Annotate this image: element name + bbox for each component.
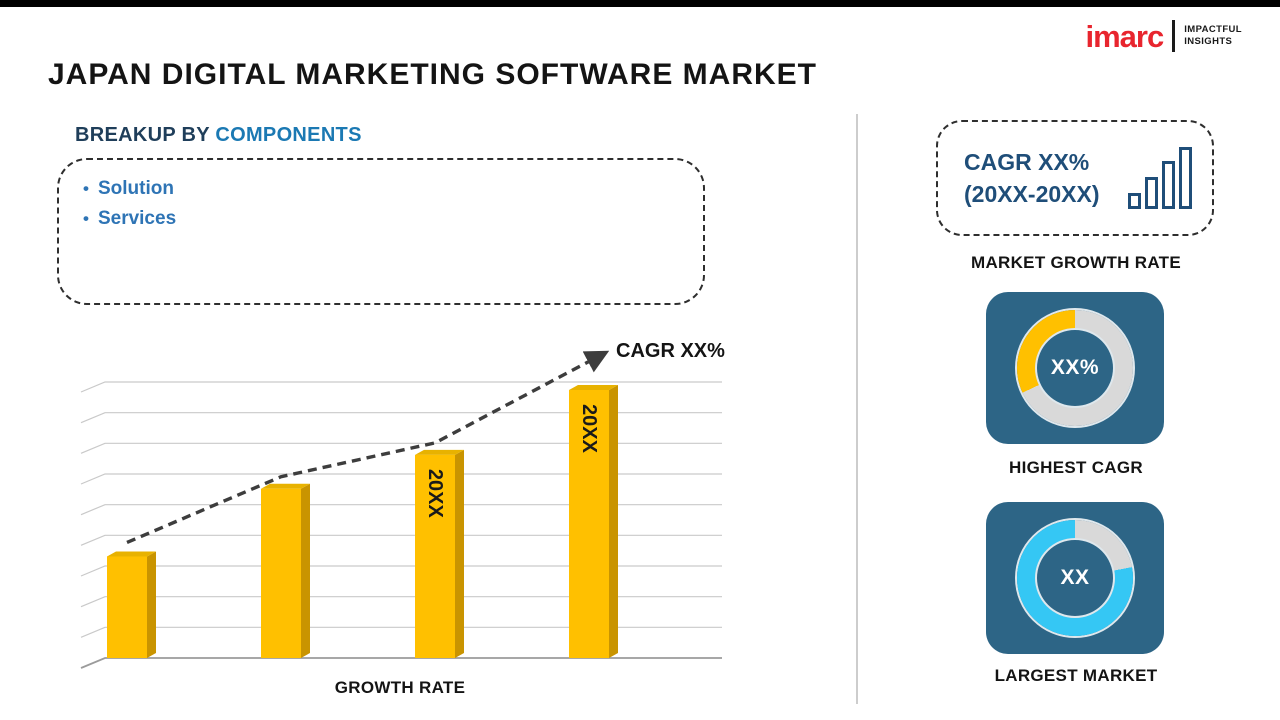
highest-cagr-value: XX% xyxy=(1050,356,1100,379)
largest-market-caption: LARGEST MARKET xyxy=(994,666,1158,685)
component-label: Services xyxy=(97,208,177,230)
components-box: • Solution • Services xyxy=(57,158,705,305)
bullet-icon: • xyxy=(83,179,89,198)
logo-tagline: IMPACTFUL INSIGHTS xyxy=(1184,24,1242,48)
breakup-heading: BREAKUP BY COMPONENTS xyxy=(75,124,362,147)
logo-tagline-line2: INSIGHTS xyxy=(1184,36,1233,47)
largest-market-donut-icon xyxy=(1017,520,1133,636)
logo-tagline-line1: IMPACTFUL xyxy=(1184,24,1242,36)
bar-chart-icon xyxy=(1128,147,1192,209)
highest-cagr-card: XX% xyxy=(986,292,1164,444)
cagr-value-line: CAGR XX% xyxy=(964,148,1090,175)
breakup-heading-prefix: BREAKUP BY xyxy=(75,124,210,146)
list-item: • Services xyxy=(83,204,679,234)
growth-bar-chart: 20XX 20XX xyxy=(80,350,722,669)
largest-market-value: XX xyxy=(1060,566,1090,589)
cagr-period-line: (20XX-20XX) xyxy=(964,181,1100,207)
components-list: • Solution • Services xyxy=(83,174,679,235)
trend-cagr-label: CAGR XX% xyxy=(616,340,725,362)
highest-cagr-caption: HIGHEST CAGR xyxy=(1009,458,1143,477)
market-growth-caption: MARKET GROWTH RATE xyxy=(970,253,1181,272)
highest-cagr-donut-icon xyxy=(1017,310,1133,426)
svg-text:20XX: 20XX xyxy=(424,469,446,519)
top-border xyxy=(0,0,1280,7)
bullet-icon: • xyxy=(83,209,89,229)
imarc-logo-text: imarc xyxy=(1085,18,1164,54)
x-axis-label: GROWTH RATE xyxy=(334,678,466,697)
page-title: JAPAN DIGITAL MARKETING SOFTWARE MARKET xyxy=(48,58,817,91)
bar-icon-segment xyxy=(1162,161,1175,209)
bar-icon-segment xyxy=(1179,147,1192,209)
largest-market-card: XX xyxy=(986,502,1164,654)
breakup-heading-highlight: COMPONENTS xyxy=(215,124,362,146)
market-growth-card: CAGR XX% (20XX-20XX) xyxy=(936,120,1214,236)
list-item: • Solution xyxy=(83,174,679,204)
market-growth-text: CAGR XX% (20XX-20XX) xyxy=(964,146,1100,210)
svg-text:20XX: 20XX xyxy=(578,404,600,454)
imarc-logo: imarc IMPACTFUL INSIGHTS xyxy=(1085,20,1242,52)
vertical-divider xyxy=(856,114,858,704)
bar-icon-segment xyxy=(1145,177,1158,209)
bar-icon-segment xyxy=(1128,193,1141,209)
component-label: Solution xyxy=(97,178,174,199)
logo-divider xyxy=(1172,20,1176,52)
